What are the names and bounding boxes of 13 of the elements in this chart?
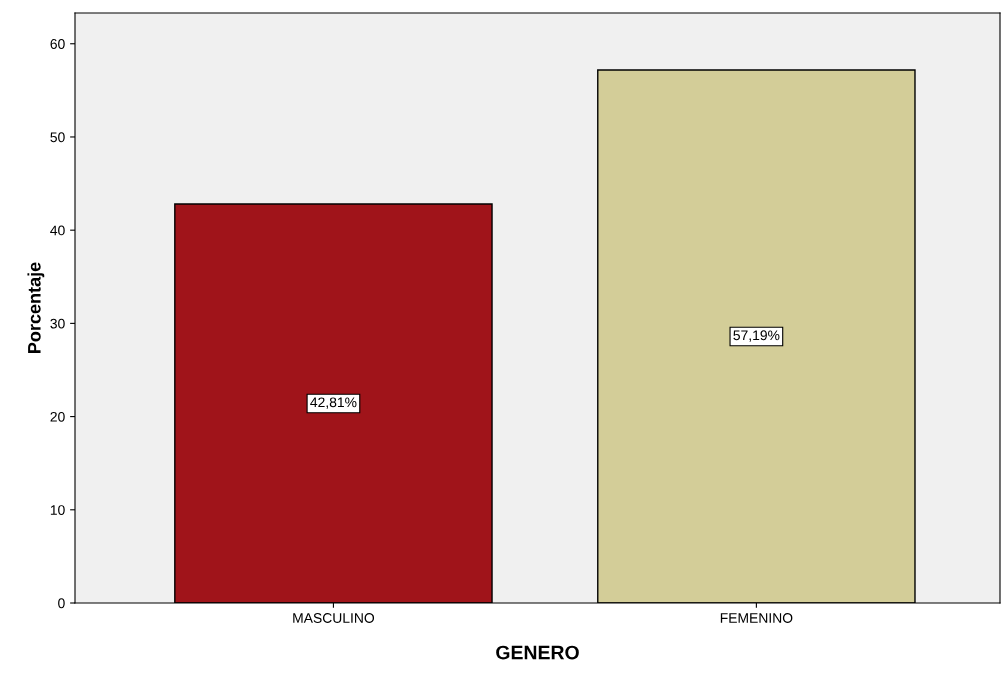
y-axis-title: Porcentaje — [27, 262, 45, 353]
y-tick-label: 50 — [50, 132, 65, 143]
y-tick-label: 10 — [50, 505, 65, 515]
y-tick-label: 20 — [50, 411, 65, 422]
y-tick-label: 0 — [58, 598, 65, 609]
data-label: 42,81% — [310, 397, 357, 409]
x-axis-title: GENERO — [496, 645, 579, 660]
x-tick-label: MASCULINO — [293, 613, 375, 623]
y-tick-label: 30 — [50, 318, 65, 329]
x-tick-label: FEMENINO — [720, 613, 793, 623]
y-tick-label: 40 — [50, 225, 65, 236]
y-tick-label: 60 — [50, 39, 65, 49]
data-label: 57,19% — [733, 330, 780, 342]
